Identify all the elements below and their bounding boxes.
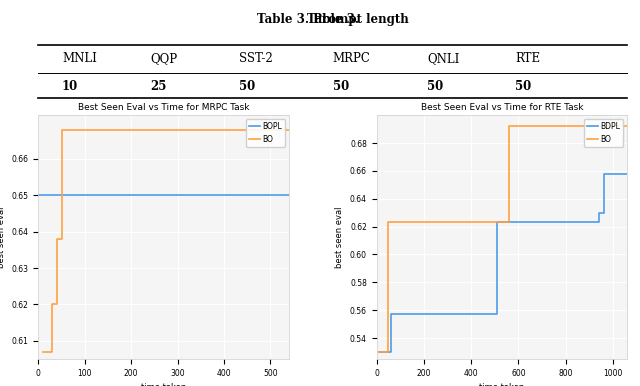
Legend: BDPL, BO: BDPL, BO (584, 119, 623, 147)
Title: Best Seen Eval vs Time for MRPC Task: Best Seen Eval vs Time for MRPC Task (78, 103, 250, 112)
BDPL (387, 312, 395, 317)
Text: QQP: QQP (150, 52, 177, 65)
Text: RTE: RTE (515, 52, 540, 65)
Line: BDPL: BDPL (379, 174, 627, 352)
BDPL (481, 312, 489, 317)
BO (375, 350, 383, 354)
Title: Best Seen Eval vs Time for RTE Task: Best Seen Eval vs Time for RTE Task (420, 103, 583, 112)
BO (58, 237, 65, 241)
BDPL (595, 210, 603, 215)
Text: QNLI: QNLI (427, 52, 460, 65)
BO (53, 302, 61, 307)
BDPL (600, 210, 607, 215)
BO (58, 127, 65, 132)
BO (285, 127, 292, 132)
Text: 50: 50 (427, 80, 444, 93)
Y-axis label: best seen eval: best seen eval (335, 207, 344, 268)
Text: 10: 10 (62, 80, 78, 93)
BDPL (595, 220, 603, 225)
BDPL (623, 171, 631, 176)
Line: BO: BO (379, 126, 627, 352)
Text: SST-2: SST-2 (239, 52, 273, 65)
BDPL (387, 350, 395, 354)
BO (39, 349, 47, 354)
Text: 25: 25 (150, 80, 166, 93)
Text: 50: 50 (239, 80, 255, 93)
Text: Table 3. Prompt length: Table 3. Prompt length (257, 14, 409, 26)
BO (385, 220, 392, 225)
Text: MNLI: MNLI (62, 52, 97, 65)
X-axis label: time taken: time taken (141, 383, 186, 386)
BO (623, 124, 631, 129)
BDPL (600, 171, 607, 176)
BO (505, 124, 513, 129)
BO (385, 350, 392, 354)
BO (505, 220, 513, 225)
Text: Table 3.: Table 3. (307, 14, 359, 26)
Y-axis label: best seen eval: best seen eval (0, 207, 6, 268)
Text: MRPC: MRPC (333, 52, 371, 65)
Legend: BOPL, BO: BOPL, BO (246, 119, 285, 147)
BDPL (375, 350, 383, 354)
BO (53, 237, 61, 241)
Line: BO: BO (43, 130, 289, 352)
X-axis label: time taken: time taken (479, 383, 525, 386)
BO (49, 349, 56, 354)
Text: 50: 50 (515, 80, 532, 93)
BDPL (481, 312, 489, 317)
BO (188, 127, 195, 132)
BO (49, 302, 56, 307)
BDPL (493, 220, 501, 225)
Text: 50: 50 (333, 80, 349, 93)
BO (188, 127, 195, 132)
BDPL (493, 312, 501, 317)
